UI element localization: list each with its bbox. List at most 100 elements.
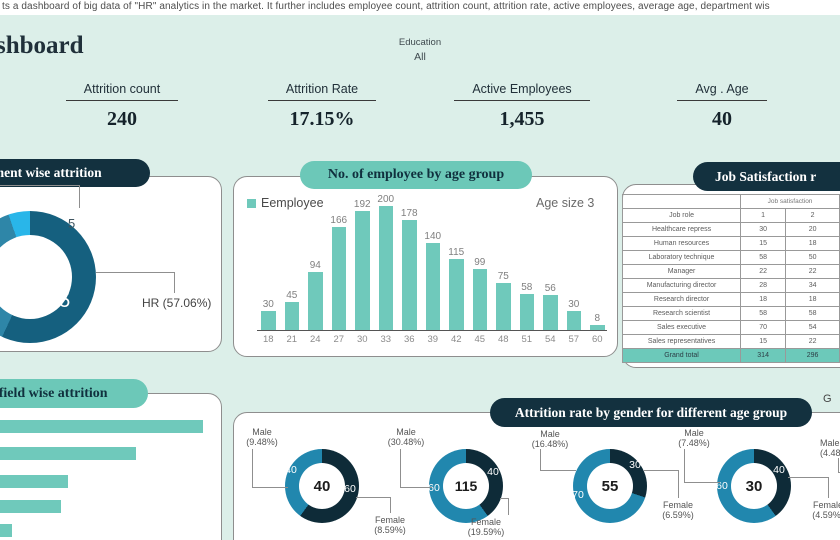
kpi-value: 1,455 (499, 108, 545, 130)
bar-value-label: 58 (521, 282, 533, 293)
bar-value-label: 30 (262, 299, 274, 310)
x-tick-label: 39 (427, 334, 439, 345)
bar-rect[interactable] (402, 220, 417, 330)
bar-rect[interactable] (308, 272, 323, 330)
x-tick-label: 45 (474, 334, 486, 345)
bar-27[interactable]: 166 (330, 215, 348, 330)
x-tick-label: 30 (356, 334, 368, 345)
bar-39[interactable]: 140 (424, 231, 441, 330)
male-segment-value: 40 (285, 464, 297, 476)
callout-line (678, 470, 679, 498)
education-bar-0[interactable] (0, 420, 203, 433)
bar-value-label: 178 (400, 208, 418, 219)
page-title: shboard (0, 32, 84, 59)
table-row: Research scientist 58 58 (621, 306, 840, 321)
bar-rect[interactable] (284, 302, 299, 330)
male-pct: (16.48%) (531, 439, 569, 449)
table-row: Manager 22 22 (621, 264, 840, 279)
age-chart-legend: Eemployee (247, 196, 324, 210)
education-bar-3[interactable] (0, 500, 61, 513)
callout-line (540, 449, 541, 470)
education-bar-1[interactable] (0, 447, 136, 460)
dept-segment-value-5: 5 (68, 216, 76, 231)
callout-line (252, 487, 288, 488)
male-pct: (30.48%) (387, 437, 425, 447)
table-cell: 34 (785, 278, 840, 293)
bar-rect[interactable] (261, 311, 276, 330)
female-segment-value: 40 (487, 466, 499, 478)
header-text: Attrition rate by gender for different a… (514, 404, 788, 420)
gender-donut-3[interactable]: 30 (717, 449, 791, 523)
gender-donut-1[interactable]: 115 (429, 449, 503, 523)
female-pct: (6.59%) (662, 510, 694, 520)
bar-rect[interactable] (496, 283, 511, 330)
gender-donut-0[interactable]: 40 (285, 449, 359, 523)
donut-center-value: 40 (313, 477, 331, 495)
bar-54[interactable]: 56 (543, 283, 558, 330)
callout-line (390, 497, 391, 513)
female-segment-value: 30 (629, 459, 641, 471)
bar-rect[interactable] (331, 227, 346, 330)
table-row: Manufacturing director 28 34 (621, 278, 840, 293)
bar-value-label: 166 (330, 215, 348, 226)
x-tick-label: 36 (403, 334, 415, 345)
education-bar-4[interactable] (0, 524, 12, 537)
callout-line (252, 449, 253, 487)
bar-value-label: 30 (568, 299, 580, 310)
slicer-value[interactable]: All (414, 51, 426, 63)
kpi-3: Avg . Age 40 (622, 80, 822, 131)
bar-rect[interactable] (472, 269, 487, 330)
bar-21[interactable]: 45 (284, 290, 299, 330)
gender-legend-partial: G (823, 393, 832, 405)
bar-30[interactable]: 192 (353, 199, 371, 330)
x-tick-label: 42 (450, 334, 462, 345)
bar-rect[interactable] (543, 295, 558, 330)
male-segment-value: 60 (428, 482, 440, 494)
table-cell: 54 (785, 320, 840, 335)
education-slicer[interactable]: Education All (380, 37, 460, 63)
header-education-attrition: on field wise attrition (0, 379, 148, 408)
bar-57[interactable]: 30 (566, 299, 581, 330)
bar-18[interactable]: 30 (261, 299, 276, 330)
callout-line (79, 185, 80, 208)
male-label: Male (540, 429, 560, 439)
bar-value-label: 192 (353, 199, 371, 210)
bar-rect[interactable] (378, 206, 393, 330)
bar-rect[interactable] (449, 259, 464, 330)
kpi-value: 17.15% (289, 108, 355, 130)
female-label: Female (374, 515, 405, 525)
female-pct: (4.59%) (812, 510, 840, 520)
table-cell: 58 (740, 250, 787, 265)
bar-48[interactable]: 75 (496, 271, 511, 330)
bar-36[interactable]: 178 (400, 208, 418, 330)
bar-45[interactable]: 99 (472, 257, 487, 330)
education-bar-2[interactable] (0, 475, 68, 488)
bar-rect[interactable] (590, 325, 605, 330)
bar-51[interactable]: 58 (519, 282, 534, 330)
bar-60[interactable]: 8 (590, 313, 605, 330)
bar-rect[interactable] (425, 243, 440, 330)
table-cell: 22 (785, 334, 840, 349)
header-department-attrition: tment wise attrition (0, 159, 150, 187)
description-strip: ts a dashboard of big data of "HR" analy… (0, 0, 840, 15)
callout-line (96, 272, 174, 273)
x-tick-label: 51 (521, 334, 533, 345)
bar-42[interactable]: 115 (448, 247, 464, 330)
callout-line (174, 272, 175, 293)
table-row: Sales executive 70 54 (621, 320, 840, 335)
bar-rect[interactable] (519, 294, 534, 330)
male-label: Male (396, 427, 416, 437)
bar-33[interactable]: 200 (377, 194, 394, 330)
bar-rect[interactable] (566, 311, 581, 330)
male-pct: (4.48%) (820, 448, 840, 458)
callout-line (508, 498, 509, 515)
donut-center-value: 115 (454, 478, 478, 494)
donut-center-value: 30 (745, 477, 763, 495)
bar-rect[interactable] (355, 211, 370, 330)
header-text: on field wise attrition (0, 385, 108, 401)
table-row: Sales representatives 15 22 (621, 334, 840, 349)
bar-24[interactable]: 94 (308, 260, 323, 330)
x-tick-label: 24 (309, 334, 321, 345)
header-gender-attrition: Attrition rate by gender for different a… (490, 398, 812, 427)
gender-donut-2[interactable]: 55 (573, 449, 647, 523)
